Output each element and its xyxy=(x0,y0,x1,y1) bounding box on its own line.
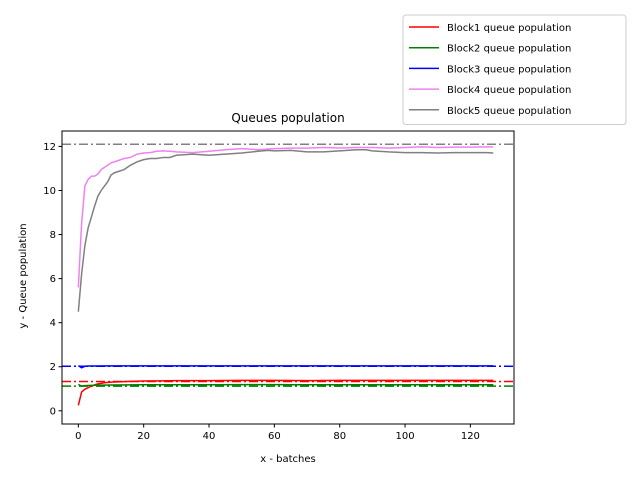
series-line-2 xyxy=(77,383,494,387)
series-line-1 xyxy=(77,379,494,406)
x-tick-label: 40 xyxy=(203,431,216,442)
x-tick-label: 80 xyxy=(333,431,346,442)
legend-box xyxy=(402,14,627,125)
x-tick-label: 0 xyxy=(75,431,81,442)
legend: Block1 queue population Block2 queue popu… xyxy=(402,14,627,125)
legend-entry-label: Block4 queue population xyxy=(447,85,571,96)
series-line-5 xyxy=(77,148,494,312)
legend-entry-label: Block2 queue population xyxy=(447,44,571,55)
x-axis-label: x - batches xyxy=(260,454,315,465)
y-tick-label: 6 xyxy=(50,274,56,285)
x-tick-label: 60 xyxy=(268,431,281,442)
legend-entry-label: Block1 queue population xyxy=(447,23,571,34)
plot-area: 0 20 40 60 80 100 120 0 2 4 6 8 10 12 xyxy=(43,130,515,442)
y-tick-label: 0 xyxy=(50,406,56,417)
axes-frame xyxy=(61,130,515,425)
legend-entry-label: Block3 queue population xyxy=(447,64,571,75)
x-tick-label: 120 xyxy=(461,431,480,442)
series-line-3 xyxy=(77,364,494,369)
y-tick-label: 4 xyxy=(50,318,56,329)
x-tick-label: 100 xyxy=(395,431,414,442)
series-line-4 xyxy=(77,146,494,288)
y-axis-label: y - Queue population xyxy=(18,223,29,328)
y-tick-label: 10 xyxy=(43,186,56,197)
series-group xyxy=(77,146,494,406)
y-tick-label: 12 xyxy=(43,142,56,153)
y-tick-label: 8 xyxy=(50,230,56,241)
chart-title: Queues population xyxy=(231,111,344,125)
x-tick-label: 20 xyxy=(137,431,150,442)
legend-entry-label: Block5 queue population xyxy=(447,106,571,117)
y-tick-label: 2 xyxy=(50,362,56,373)
